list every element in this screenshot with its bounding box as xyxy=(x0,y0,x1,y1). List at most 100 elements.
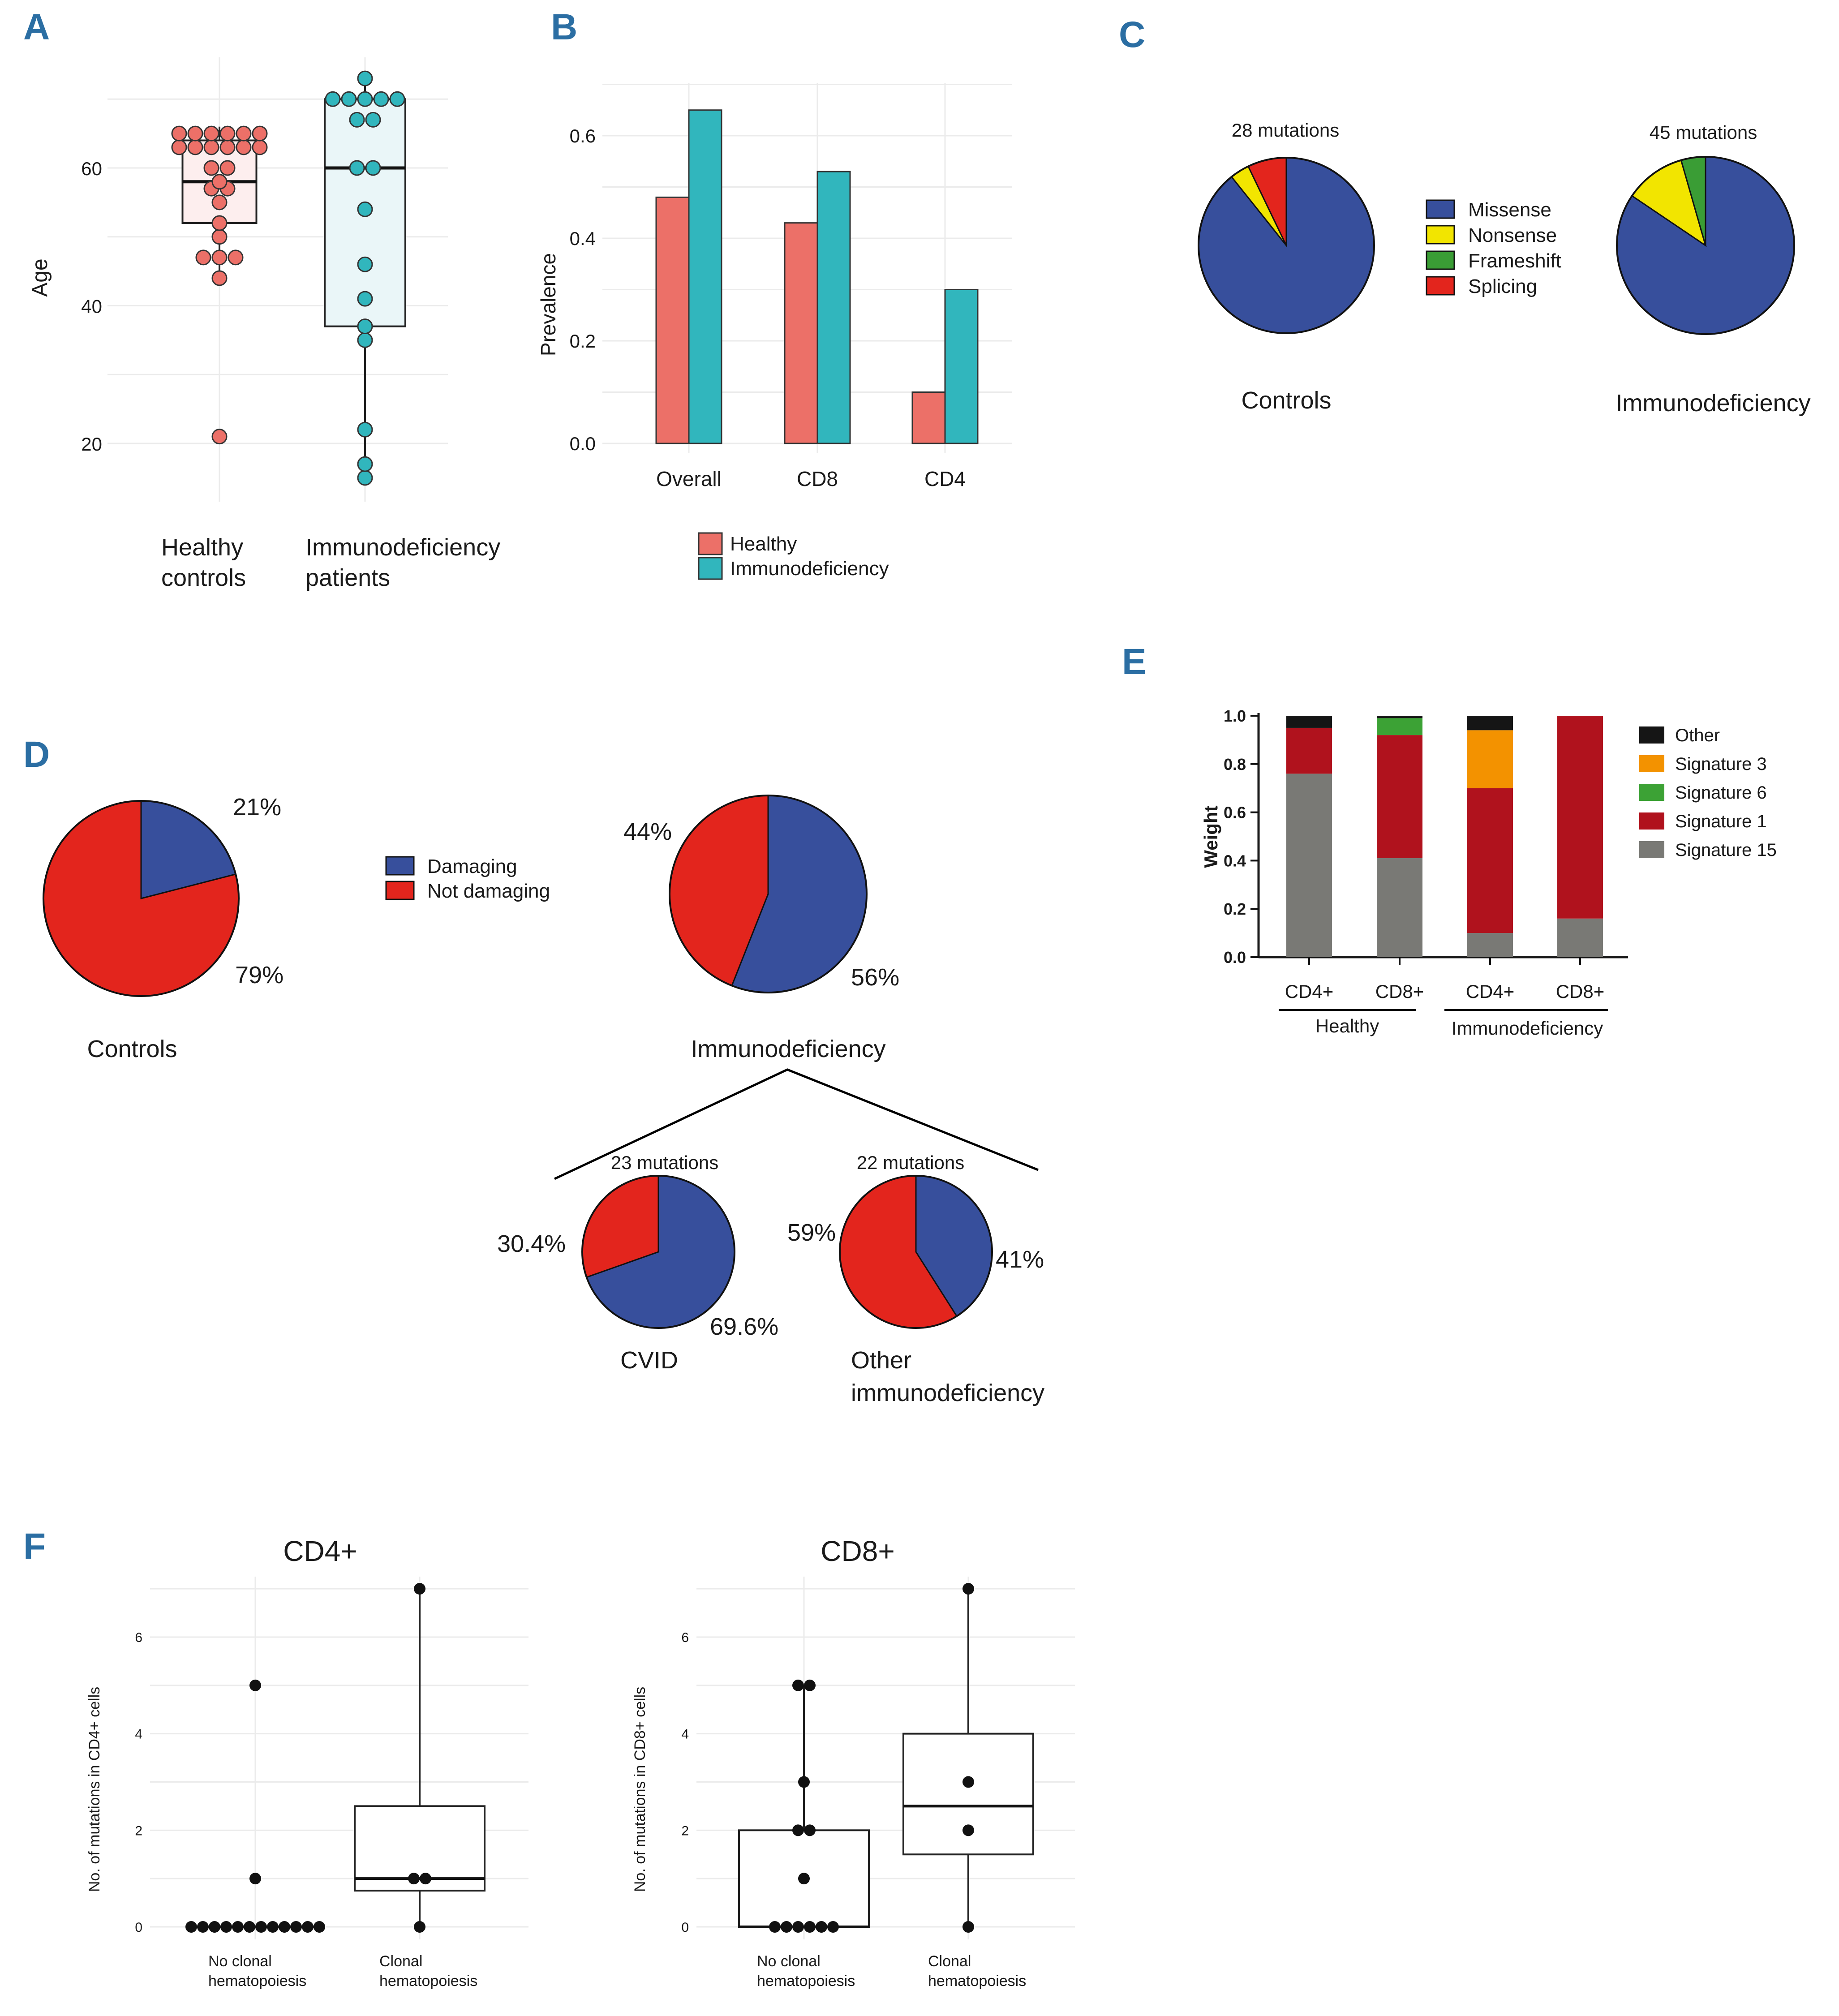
data-point xyxy=(211,249,228,266)
data-point xyxy=(357,421,373,438)
data-point xyxy=(255,1921,267,1933)
data-point xyxy=(236,125,252,142)
pie-label: CVID xyxy=(620,1347,678,1374)
stacked-segment xyxy=(1377,716,1422,718)
x-tick-label: CD8 xyxy=(797,467,838,490)
data-point xyxy=(203,125,219,142)
panel-a-y-ticks: 20 40 60 xyxy=(81,158,102,455)
data-point xyxy=(357,91,373,107)
x-label: hematopoiesis xyxy=(208,1973,306,1990)
panel-b-y-ticks: 0.0 0.2 0.4 0.6 xyxy=(570,125,596,454)
data-point xyxy=(804,1824,816,1836)
data-point xyxy=(187,125,203,142)
data-point xyxy=(249,1873,261,1885)
panel-label-a: A xyxy=(23,7,50,47)
stacked-segment xyxy=(1286,774,1332,957)
legend-label: Immunodeficiency xyxy=(730,558,889,580)
data-point xyxy=(197,1921,209,1933)
y-tick-label: 60 xyxy=(81,158,102,179)
group-label: Immunodeficiency xyxy=(1452,1018,1603,1039)
legend-label: Missense xyxy=(1468,199,1551,221)
x-label: Clonal xyxy=(379,1953,422,1970)
x-tick-label: CD8+ xyxy=(1375,981,1424,1002)
panel-c-controls-title: 28 mutations xyxy=(1232,120,1339,141)
data-point xyxy=(962,1921,974,1933)
stacked-segment xyxy=(1467,730,1513,788)
panel-e-y-axis-label: Weight xyxy=(1200,805,1221,868)
legend-swatch xyxy=(698,557,723,580)
x-tick-label: CD4+ xyxy=(1285,981,1334,1002)
data-point xyxy=(211,215,228,231)
y-tick-label: 2 xyxy=(135,1823,142,1838)
panel-b-x-labels: Overall CD8 CD4 xyxy=(656,467,966,490)
data-point xyxy=(357,291,373,307)
y-tick-label: 40 xyxy=(81,296,102,317)
box xyxy=(902,1732,1034,1856)
stacked-segment xyxy=(1286,716,1332,728)
plot-title: CD4+ xyxy=(283,1535,357,1567)
y-tick-label: 0.2 xyxy=(570,331,596,352)
data-point xyxy=(314,1921,325,1933)
y-axis-label: No. of mutations in CD4+ cells xyxy=(86,1687,103,1892)
y-tick-label: 6 xyxy=(681,1630,689,1645)
stacked-segment xyxy=(1557,918,1603,957)
data-point xyxy=(781,1921,792,1933)
stacked-segment xyxy=(1467,933,1513,957)
panel-d-pies: 21% 79% Controls 56% 44% Immunodeficiency 69.6… xyxy=(43,794,1044,1406)
legend-label: Signature 1 xyxy=(1675,812,1767,831)
y-tick-label: 0.6 xyxy=(1224,804,1246,822)
bar xyxy=(944,289,979,444)
x-label: Healthy xyxy=(161,534,243,561)
pie-outline xyxy=(581,1175,735,1329)
x-tick-label: CD8+ xyxy=(1556,981,1605,1002)
x-label: hematopoiesis xyxy=(757,1973,855,1990)
panel-a-boxes xyxy=(171,70,406,486)
data-point xyxy=(349,160,365,176)
legend-swatch xyxy=(1639,755,1664,772)
pie-title: 23 mutations xyxy=(611,1152,718,1173)
x-tick-label: CD4+ xyxy=(1466,981,1515,1002)
y-tick-label: 4 xyxy=(681,1727,689,1742)
pct-label-not-damaging: 79% xyxy=(235,962,284,989)
data-point xyxy=(236,139,252,155)
data-point xyxy=(804,1921,816,1933)
pie-immunodeficiency: 56% 44% Immunodeficiency xyxy=(623,795,899,1062)
legend-swatch xyxy=(698,532,723,555)
stacked-segment xyxy=(1467,788,1513,933)
legend-label: Signature 15 xyxy=(1675,840,1777,860)
data-point xyxy=(203,139,219,155)
legend-swatch xyxy=(1426,250,1455,270)
data-point xyxy=(228,249,244,266)
data-point xyxy=(244,1921,255,1933)
x-label: hematopoiesis xyxy=(379,1973,477,1990)
legend-label: Frameshift xyxy=(1468,250,1561,272)
y-tick-label: 0.4 xyxy=(570,228,596,249)
legend-swatch xyxy=(1426,199,1455,219)
data-point xyxy=(816,1921,827,1933)
data-point xyxy=(290,1921,302,1933)
panel-c-legend: Missense Nonsense Frameshift Splicing xyxy=(1426,199,1561,297)
bar xyxy=(688,109,722,444)
stacked-segment xyxy=(1467,716,1513,731)
data-point xyxy=(357,456,373,472)
panel-e-signature-weights: 0.00.20.40.60.81.0 Weight CD4+ CD8+ CD4+ CD… xyxy=(1200,707,1777,1039)
data-point xyxy=(279,1921,290,1933)
data-point xyxy=(357,318,373,335)
data-point xyxy=(804,1679,816,1691)
panel-c-immunodeficiency-label: Immunodeficiency xyxy=(1616,390,1810,417)
data-point xyxy=(341,91,357,107)
group-label: Healthy xyxy=(1315,1015,1379,1036)
panel-a-age-boxplot: 20 40 60 Age Healthy controls Immunodeficien… xyxy=(28,57,500,591)
pie-title: 22 mutations xyxy=(857,1152,964,1173)
pie-controls: 21% 79% Controls xyxy=(43,794,284,1062)
pct-label-not-damaging: 44% xyxy=(623,818,672,845)
data-point xyxy=(203,160,219,176)
data-point xyxy=(302,1921,314,1933)
data-point xyxy=(211,174,228,190)
data-point xyxy=(365,160,381,176)
legend-label: Healthy xyxy=(730,533,797,555)
y-tick-label: 0.0 xyxy=(1224,948,1246,967)
pie-label: immunodeficiency xyxy=(851,1380,1044,1406)
y-tick-label: 0 xyxy=(681,1920,689,1935)
